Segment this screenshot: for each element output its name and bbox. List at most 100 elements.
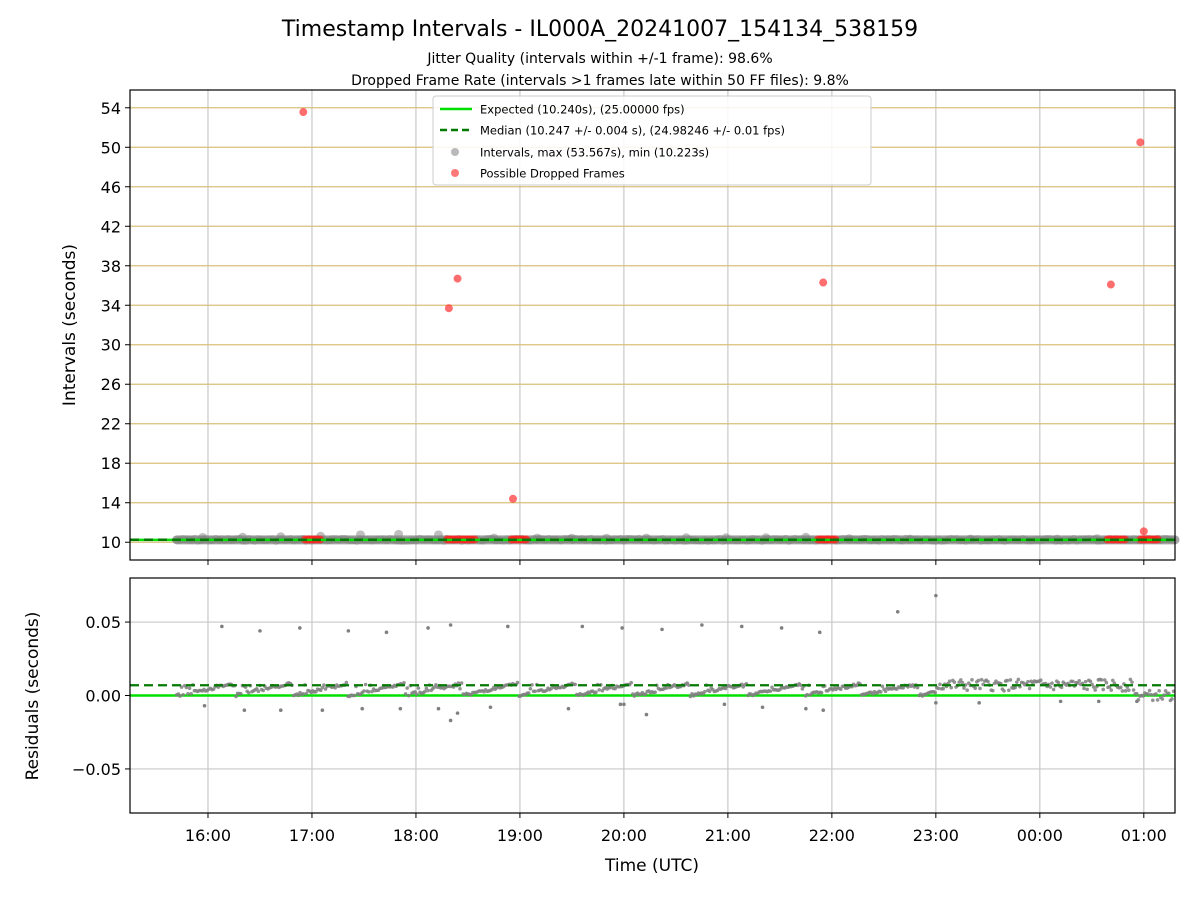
interval-point (394, 529, 404, 539)
residual-point (1109, 688, 1113, 692)
x-tick-label: 01:00 (1121, 826, 1167, 845)
residual-point (1096, 699, 1101, 704)
residual-point (1128, 677, 1133, 682)
y-tick-label: 10 (101, 533, 121, 552)
residual-point (1013, 685, 1017, 690)
residual-point (722, 702, 727, 707)
residual-point (416, 686, 421, 690)
x-tick-label: 22:00 (809, 826, 855, 845)
legend-expected-label: Expected (10.240s), (25.00000 fps) (480, 103, 685, 117)
y-tick-label: 54 (101, 99, 121, 118)
residual-point (1126, 688, 1131, 693)
legend: Expected (10.240s), (25.00000 fps) Media… (432, 95, 872, 186)
subtitle-jitter: Jitter Quality (intervals within +/-1 fr… (426, 51, 772, 67)
residual-point (296, 693, 301, 698)
y-tick-label: 0.00 (85, 687, 121, 706)
residuals-y-axis-label: Residuals (seconds) (23, 612, 43, 781)
interval-point (641, 533, 651, 543)
residual-point (403, 692, 408, 696)
y-tick-label: 22 (101, 415, 121, 434)
residual-point (700, 623, 704, 627)
residual-point (664, 686, 669, 690)
residual-point (1099, 678, 1104, 682)
residual-point (533, 689, 537, 694)
residual-point (1016, 677, 1021, 682)
residual-point (819, 690, 824, 695)
intervals-y-axis-label: Intervals (seconds) (60, 244, 80, 406)
legend-median-label: Median (10.247 +/- 0.004 s), (24.98246 +… (480, 124, 785, 138)
residual-point (970, 678, 974, 682)
residual-point (278, 708, 283, 712)
interval-point (433, 530, 443, 540)
residual-point (526, 691, 531, 695)
dropped-frame-point (453, 274, 462, 283)
residual-point (1083, 679, 1088, 684)
residual-point (936, 686, 941, 691)
residual-point (1160, 697, 1165, 701)
residual-point (422, 689, 427, 694)
residual-point (800, 687, 805, 691)
residual-point (184, 685, 189, 690)
residual-point (952, 680, 957, 684)
residual-point (242, 708, 247, 712)
residual-point (934, 701, 938, 705)
residual-point (1088, 679, 1093, 684)
interval-point (532, 533, 542, 543)
residual-point (805, 692, 809, 697)
residual-point (1162, 693, 1166, 697)
residual-point (618, 702, 623, 707)
residual-point (580, 624, 585, 629)
legend-dropped-swatch (451, 169, 459, 177)
residual-point (990, 688, 995, 693)
residual-point (1102, 678, 1107, 682)
residual-point (962, 686, 966, 690)
residual-point (181, 692, 185, 697)
residual-point (187, 686, 192, 691)
residual-point (1154, 692, 1158, 696)
x-tick-label: 21:00 (705, 826, 751, 845)
residual-point (707, 689, 712, 694)
residual-point (1002, 689, 1006, 693)
residual-point (1038, 678, 1043, 682)
residual-point (1123, 689, 1128, 693)
dropped-frame-point (508, 494, 517, 503)
residual-point (688, 694, 693, 699)
residual-point (960, 680, 965, 685)
residual-point (528, 686, 533, 691)
residual-point (301, 691, 305, 696)
residual-point (1051, 687, 1056, 692)
residual-point (258, 629, 262, 633)
residual-point (958, 678, 963, 682)
residual-point (768, 689, 773, 693)
residual-point (254, 686, 259, 691)
residual-point (220, 624, 224, 629)
dropped-frame-point (299, 108, 308, 117)
residual-point (880, 684, 885, 689)
residual-point (977, 701, 981, 705)
residual-point (1155, 698, 1160, 702)
residual-point (1070, 679, 1075, 684)
residual-point (344, 680, 349, 685)
residual-point (298, 626, 302, 630)
legend-box (432, 95, 872, 186)
residual-point (384, 630, 389, 635)
residual-point (488, 705, 493, 710)
residual-point (629, 680, 633, 685)
residual-point (549, 686, 553, 691)
residual-point (1006, 688, 1011, 693)
y-tick-label: 34 (101, 296, 121, 315)
y-tick-label: 46 (101, 178, 121, 197)
dropped-frame-point (1139, 527, 1148, 536)
dropped-frame-point (444, 304, 453, 313)
x-axis-label: Time (UTC) (604, 856, 699, 876)
residual-point (1027, 686, 1032, 691)
residual-point (1170, 697, 1174, 701)
residual-point (760, 705, 765, 710)
x-tick-label: 19:00 (497, 826, 543, 845)
legend-dropped-label: Possible Dropped Frames (480, 167, 625, 181)
residual-point (202, 703, 207, 708)
x-tick-label: 16:00 (185, 826, 231, 845)
residuals-y-ticks: −0.05 0.00 0.05 (72, 613, 130, 779)
residual-point (1059, 685, 1064, 690)
